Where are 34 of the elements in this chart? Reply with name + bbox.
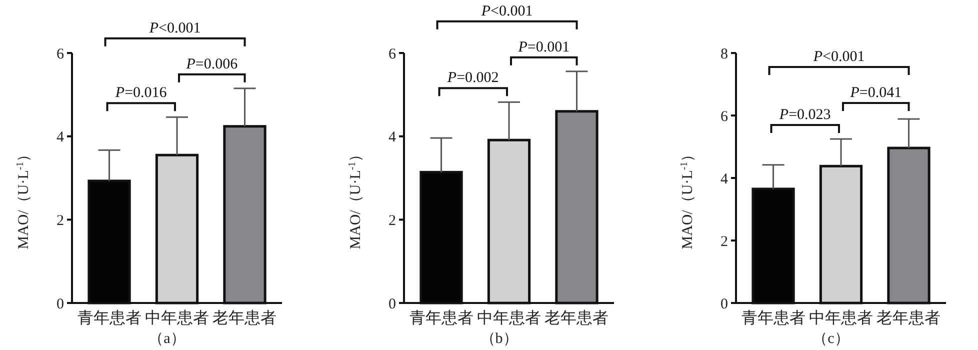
text: P<0.001 [480,3,533,20]
annotation: P=0.006 [185,56,238,72]
x-tick-label: 老年患者 [876,309,941,327]
x-axis-title: （c） [812,331,850,347]
y-tick-label: 6 [720,108,728,125]
annotation: P=0.023 [778,106,831,123]
y-tick-label: 2 [720,234,728,250]
y-tick-label: 4 [56,130,64,146]
y-tick-label: 2 [56,212,64,229]
y-tick-label: 6 [388,46,396,62]
x-tick-label: 老年患者 [212,309,277,327]
y-tick-label: 0 [388,296,396,312]
x-axis-title: （b） [480,331,518,347]
x-tick-label: 中年患者 [145,309,209,327]
x-tick-label: 青年患者 [741,309,806,327]
annotation: P<0.001 [812,48,865,65]
y-tick-label: 4 [720,171,728,188]
annotation: P=0.016 [114,85,168,102]
annotation: P=0.001 [517,39,570,56]
x-tick-label: 中年患者 [477,309,541,327]
y-tick-label: 8 [720,46,728,62]
x-tick-label: 老年患者 [544,309,609,327]
x-tick-label: 中年患者 [809,309,873,327]
text: P<0.001 [148,20,201,36]
x-tick-label: 青年患者 [409,309,474,327]
y-tick-label: 0 [56,296,64,312]
x-tick-label: 青年患者 [77,309,142,327]
y-tick-label: 4 [388,130,396,146]
y-tick-label: 2 [388,212,396,229]
y-tick-label: 6 [56,46,64,62]
annotation: P=0.041 [849,84,902,101]
annotation: P=0.002 [446,70,499,86]
y-tick-label: 0 [720,296,728,312]
x-axis-title: （a） [148,331,186,347]
